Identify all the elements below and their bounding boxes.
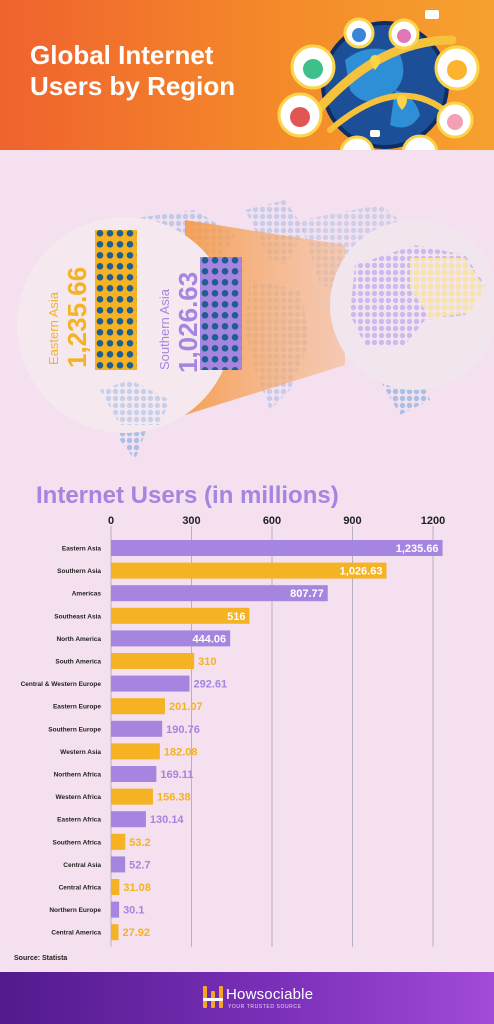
category-label: Western Africa xyxy=(55,794,101,801)
value-label: 169.11 xyxy=(160,769,193,781)
category-label: Eastern Europe xyxy=(53,704,101,711)
bar xyxy=(111,540,443,556)
bar xyxy=(111,856,126,873)
bar xyxy=(111,901,120,918)
value-label: 201.07 xyxy=(169,701,203,713)
bar xyxy=(111,833,126,850)
brand-logo-icon xyxy=(203,986,223,1008)
hero-map: Eastern Asia 1,235.66 Southern Asia 1,02… xyxy=(0,150,494,480)
chat-bubble-icon xyxy=(370,10,439,137)
bar xyxy=(111,788,153,805)
category-label: Southern Asia xyxy=(57,568,101,575)
value-label: 156.38 xyxy=(157,792,191,804)
southern-asia-label: Southern Asia xyxy=(157,289,172,370)
value-label: 53.2 xyxy=(129,837,150,849)
value-label: 130.14 xyxy=(150,814,185,826)
bar xyxy=(111,653,195,669)
eastern-asia-label: Eastern Asia xyxy=(46,292,61,365)
bar-chart: 0 300 600 900 1200 Eastern Asia 1,235.66 Southe… xyxy=(21,515,445,947)
southern-asia-people-block xyxy=(200,257,242,370)
category-label: Central America xyxy=(51,930,101,937)
value-label: 27.92 xyxy=(122,927,150,939)
chart-title: Internet Users (in millions) xyxy=(36,482,339,509)
category-label: North America xyxy=(56,636,101,643)
category-label: Northern Europe xyxy=(49,907,101,914)
value-label: 30.1 xyxy=(123,905,144,917)
bar xyxy=(111,630,231,647)
value-label: 516 xyxy=(227,611,245,623)
x-tick-label: 300 xyxy=(182,515,200,527)
value-label: 1,026.63 xyxy=(340,566,383,578)
value-label: 807.77 xyxy=(290,588,324,600)
bar xyxy=(111,562,387,579)
value-label: 1,235.66 xyxy=(396,543,439,555)
brand-tagline: YOUR TRUSTED SOURCE xyxy=(228,1004,302,1010)
value-label: 182.08 xyxy=(164,746,198,758)
value-label: 310 xyxy=(198,656,216,668)
category-label: South America xyxy=(55,659,101,666)
eastern-asia-value: 1,235.66 xyxy=(62,266,92,368)
category-label: Southern Africa xyxy=(52,839,101,846)
bar xyxy=(111,879,120,895)
zoom-lens xyxy=(330,220,494,390)
category-label: Eastern Africa xyxy=(57,817,101,824)
category-label: Northern Africa xyxy=(54,772,102,779)
source-note: Source: Statista xyxy=(14,955,68,962)
globe-illustration xyxy=(277,10,480,150)
bar xyxy=(111,766,157,782)
value-label: 31.08 xyxy=(123,882,151,894)
header-banner: Global Internet Users by Region xyxy=(0,0,494,150)
eastern-asia-callout: Eastern Asia 1,235.66 xyxy=(40,210,170,370)
category-label: Southern Europe xyxy=(48,726,101,733)
value-label: 190.76 xyxy=(166,724,200,736)
bar xyxy=(111,585,328,602)
user-avatar-icon xyxy=(277,17,480,150)
southern-asia-callout: Southern Asia 1,026.63 xyxy=(155,255,245,375)
brand: Howsociable YOUR TRUSTED SOURCE xyxy=(0,972,494,1024)
bar xyxy=(111,811,146,828)
category-label: Central Africa xyxy=(59,885,102,892)
bar xyxy=(111,607,250,624)
category-label: Eastern Asia xyxy=(62,546,102,553)
bar xyxy=(111,720,163,737)
x-tick-label: 600 xyxy=(263,515,281,527)
value-label: 52.7 xyxy=(129,859,150,871)
location-pin-icon xyxy=(370,55,407,110)
category-label: Americas xyxy=(72,591,102,598)
footer: Howsociable YOUR TRUSTED SOURCE xyxy=(0,972,494,1024)
x-tick-label: 1200 xyxy=(421,515,445,527)
page-title: Global Internet Users by Region xyxy=(30,40,236,101)
value-label: 292.61 xyxy=(194,679,228,691)
bar xyxy=(111,743,160,760)
bar xyxy=(111,924,119,941)
category-label: Western Asia xyxy=(60,749,101,756)
eastern-asia-people-block xyxy=(95,230,137,370)
globe-icon xyxy=(313,21,457,149)
value-label: 444.06 xyxy=(192,633,226,645)
x-tick-label: 0 xyxy=(108,515,114,527)
x-tick-label: 900 xyxy=(343,515,361,527)
category-label: Central Asia xyxy=(63,862,101,869)
bar xyxy=(111,675,190,692)
brand-name: Howsociable xyxy=(226,986,314,1003)
bar xyxy=(111,698,165,715)
category-label: Southeast Asia xyxy=(54,613,101,620)
category-label: Central & Western Europe xyxy=(21,681,102,688)
